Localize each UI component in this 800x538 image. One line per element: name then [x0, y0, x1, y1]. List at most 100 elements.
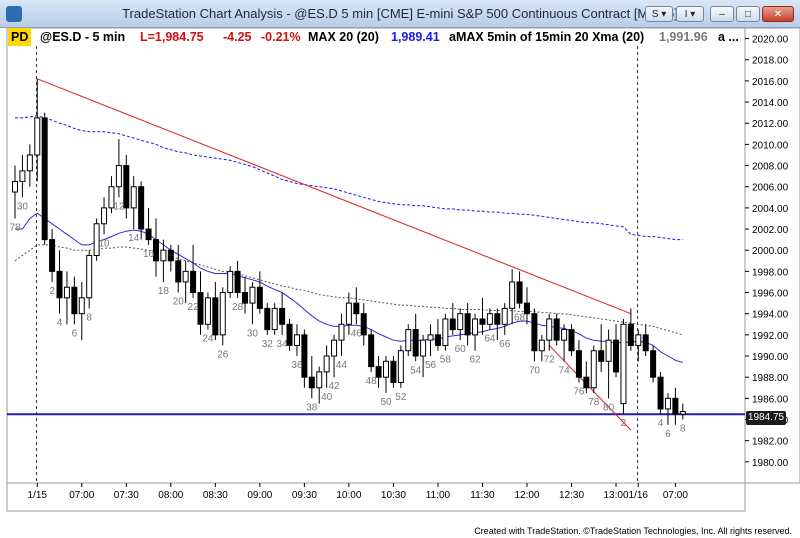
candle-body [412, 329, 419, 357]
candle-body [345, 302, 352, 325]
candle-body [516, 281, 523, 304]
candle-body [486, 313, 493, 325]
price-tick-label: 2002.00 [752, 225, 789, 236]
price-tick-label: 2004.00 [752, 204, 789, 215]
candle-body [494, 313, 501, 325]
price-tick-label: 2016.00 [752, 77, 789, 88]
amax-indicator-label: aMAX 5min of 15min 20 Xma (20) [449, 30, 645, 44]
price-tick-label: 1992.00 [752, 331, 789, 342]
bar-count-label: 78 [9, 222, 21, 233]
bar-count-label: 72 [544, 355, 556, 366]
bar-count-label: 6 [665, 429, 671, 440]
candle-body [12, 180, 18, 193]
candle-body [338, 323, 345, 341]
candle-body [115, 165, 122, 188]
bar-count-label: 40 [321, 392, 333, 403]
bar-count-label: 6 [72, 328, 78, 339]
price-tick-label: 2000.00 [752, 246, 789, 257]
candle-body [590, 350, 597, 389]
candle-body [679, 411, 686, 415]
candle-body [101, 207, 108, 225]
candle-body [234, 270, 241, 294]
candle-body [531, 313, 538, 352]
time-tick-label: 07:30 [114, 490, 139, 501]
bar-count-label: 30 [247, 328, 259, 339]
candle-body [212, 297, 219, 336]
price-tick-label: 1996.00 [752, 289, 789, 300]
candle-body [390, 360, 397, 383]
price-tick-label: 1994.00 [752, 310, 789, 321]
bar-count-label: 54 [410, 365, 422, 376]
bar-count-label: 50 [380, 397, 392, 408]
time-axis [6, 482, 746, 512]
candle-body [182, 270, 189, 283]
price-tick-label: 2014.00 [752, 98, 789, 109]
candle-body [130, 186, 137, 209]
bar-count-label: 38 [306, 402, 318, 413]
candle-body [598, 350, 605, 362]
candle-body [242, 292, 249, 304]
candle-body [635, 334, 642, 346]
candle-body [49, 239, 56, 272]
bar-count-label: 26 [217, 349, 229, 360]
candle-body [279, 307, 286, 325]
percent-change: -0.21% [261, 30, 301, 44]
candle-body [605, 339, 612, 362]
i-menu-button[interactable]: I ▾ [676, 6, 704, 22]
candle-body [71, 286, 78, 315]
time-tick-label: 08:00 [158, 490, 183, 501]
candle-body [301, 334, 308, 378]
candle-body [227, 270, 234, 294]
close-button[interactable]: ✕ [762, 6, 794, 22]
candle-body [316, 371, 323, 389]
candle-body [405, 329, 412, 352]
amax-indicator-value: 1,991.96 [659, 30, 708, 44]
candle-body [664, 397, 671, 410]
max-indicator-value: 1,989.41 [391, 30, 440, 44]
bar-count-label: 14 [128, 233, 140, 244]
price-tick-label: 2010.00 [752, 140, 789, 151]
max-indicator-label: MAX 20 (20) [308, 30, 379, 44]
candle-body [368, 334, 375, 368]
bar-count-label: 80 [603, 402, 615, 413]
price-tick-label: 2012.00 [752, 119, 789, 130]
price-tick-label: 2006.00 [752, 183, 789, 194]
time-tick-label: 10:30 [381, 490, 406, 501]
bar-count-label: 8 [680, 424, 686, 435]
upper-band-line [15, 115, 683, 241]
s-menu-button[interactable]: S ▾ [645, 6, 673, 22]
bar-count-label: 12 [113, 201, 125, 212]
candle-body [627, 323, 634, 346]
candle-body [160, 249, 167, 262]
candle-body [286, 323, 293, 346]
bar-count-label: 78 [588, 397, 600, 408]
time-tick-label: 12:00 [514, 490, 539, 501]
bar-count-label: 24 [202, 334, 214, 345]
chart-status-line: PD @ES.D - 5 min L=1,984.75 -4.25 -0.21%… [8, 28, 745, 46]
bar-count-label: 2 [621, 418, 627, 429]
price-tick-label: 2008.00 [752, 162, 789, 173]
candle-body [78, 297, 85, 315]
price-axis [744, 27, 800, 484]
maximize-button[interactable]: □ [736, 6, 760, 22]
time-tick-label: 12:30 [559, 490, 584, 501]
candle-body [204, 297, 211, 325]
bar-count-label: 8 [86, 312, 92, 323]
bar-count-label: 30 [17, 201, 29, 212]
candle-body [145, 228, 152, 241]
candle-body [657, 376, 664, 410]
last-price-marker: 1984.75 [746, 411, 786, 425]
bar-count-label: 48 [366, 376, 378, 387]
window-title: TradeStation Chart Analysis - @ES.D 5 mi… [122, 6, 678, 21]
bar-count-label: 4 [658, 418, 664, 429]
time-tick-label: 09:00 [247, 490, 272, 501]
candle-body [353, 302, 360, 315]
candle-body [509, 281, 516, 309]
candle-body [264, 307, 271, 331]
minimize-button[interactable]: – [710, 6, 734, 22]
bar-count-label: 62 [469, 355, 481, 366]
bar-count-label: 56 [425, 360, 437, 371]
candle-body [271, 307, 278, 331]
time-tick-label: 11:00 [426, 490, 451, 501]
